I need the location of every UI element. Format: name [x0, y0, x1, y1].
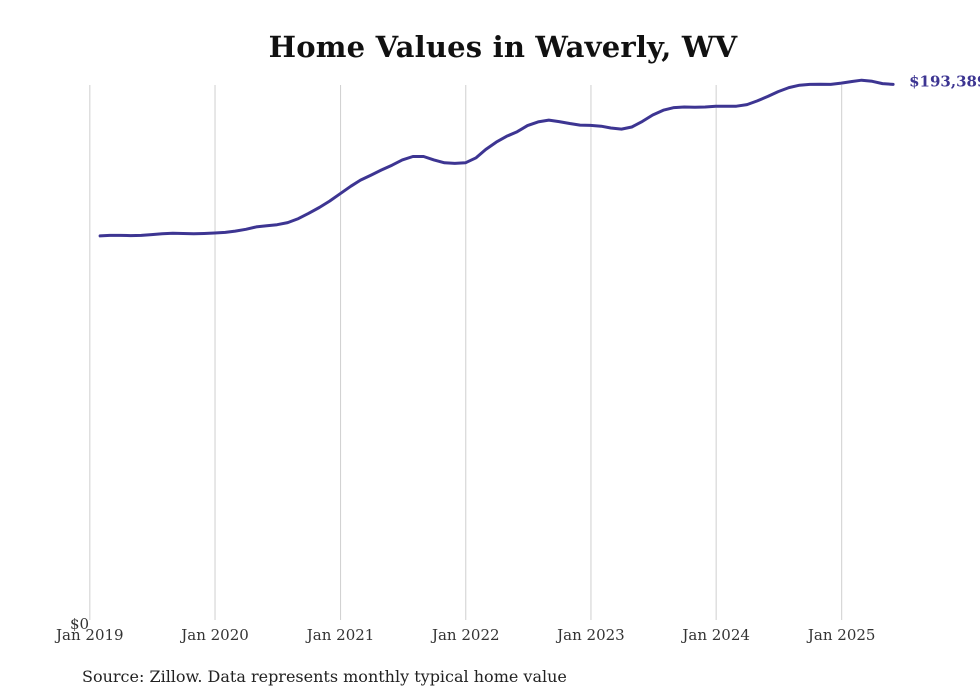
x-tick-label: Jan 2024	[680, 626, 750, 644]
x-tick-label: Jan 2021	[305, 626, 375, 644]
y-zero-label: $0	[70, 615, 89, 633]
chart-title: Home Values in Waverly, WV	[268, 30, 738, 64]
x-tick-label: Jan 2023	[555, 626, 625, 644]
x-tick-label: Jan 2022	[430, 626, 500, 644]
grid-lines	[89, 85, 843, 620]
end-value-label: $193,389	[909, 72, 980, 90]
x-tick-label: Jan 2019	[54, 626, 124, 644]
x-tick-label: Jan 2025	[806, 626, 876, 644]
series-layer	[98, 78, 895, 238]
source-note: Source: Zillow. Data represents monthly …	[82, 667, 567, 686]
series-line-0	[98, 78, 895, 238]
tick-labels: Jan 2019 Jan 2020 Jan 2021 Jan 2022 Jan 2023…	[54, 72, 980, 644]
x-tick-label: Jan 2020	[179, 626, 249, 644]
